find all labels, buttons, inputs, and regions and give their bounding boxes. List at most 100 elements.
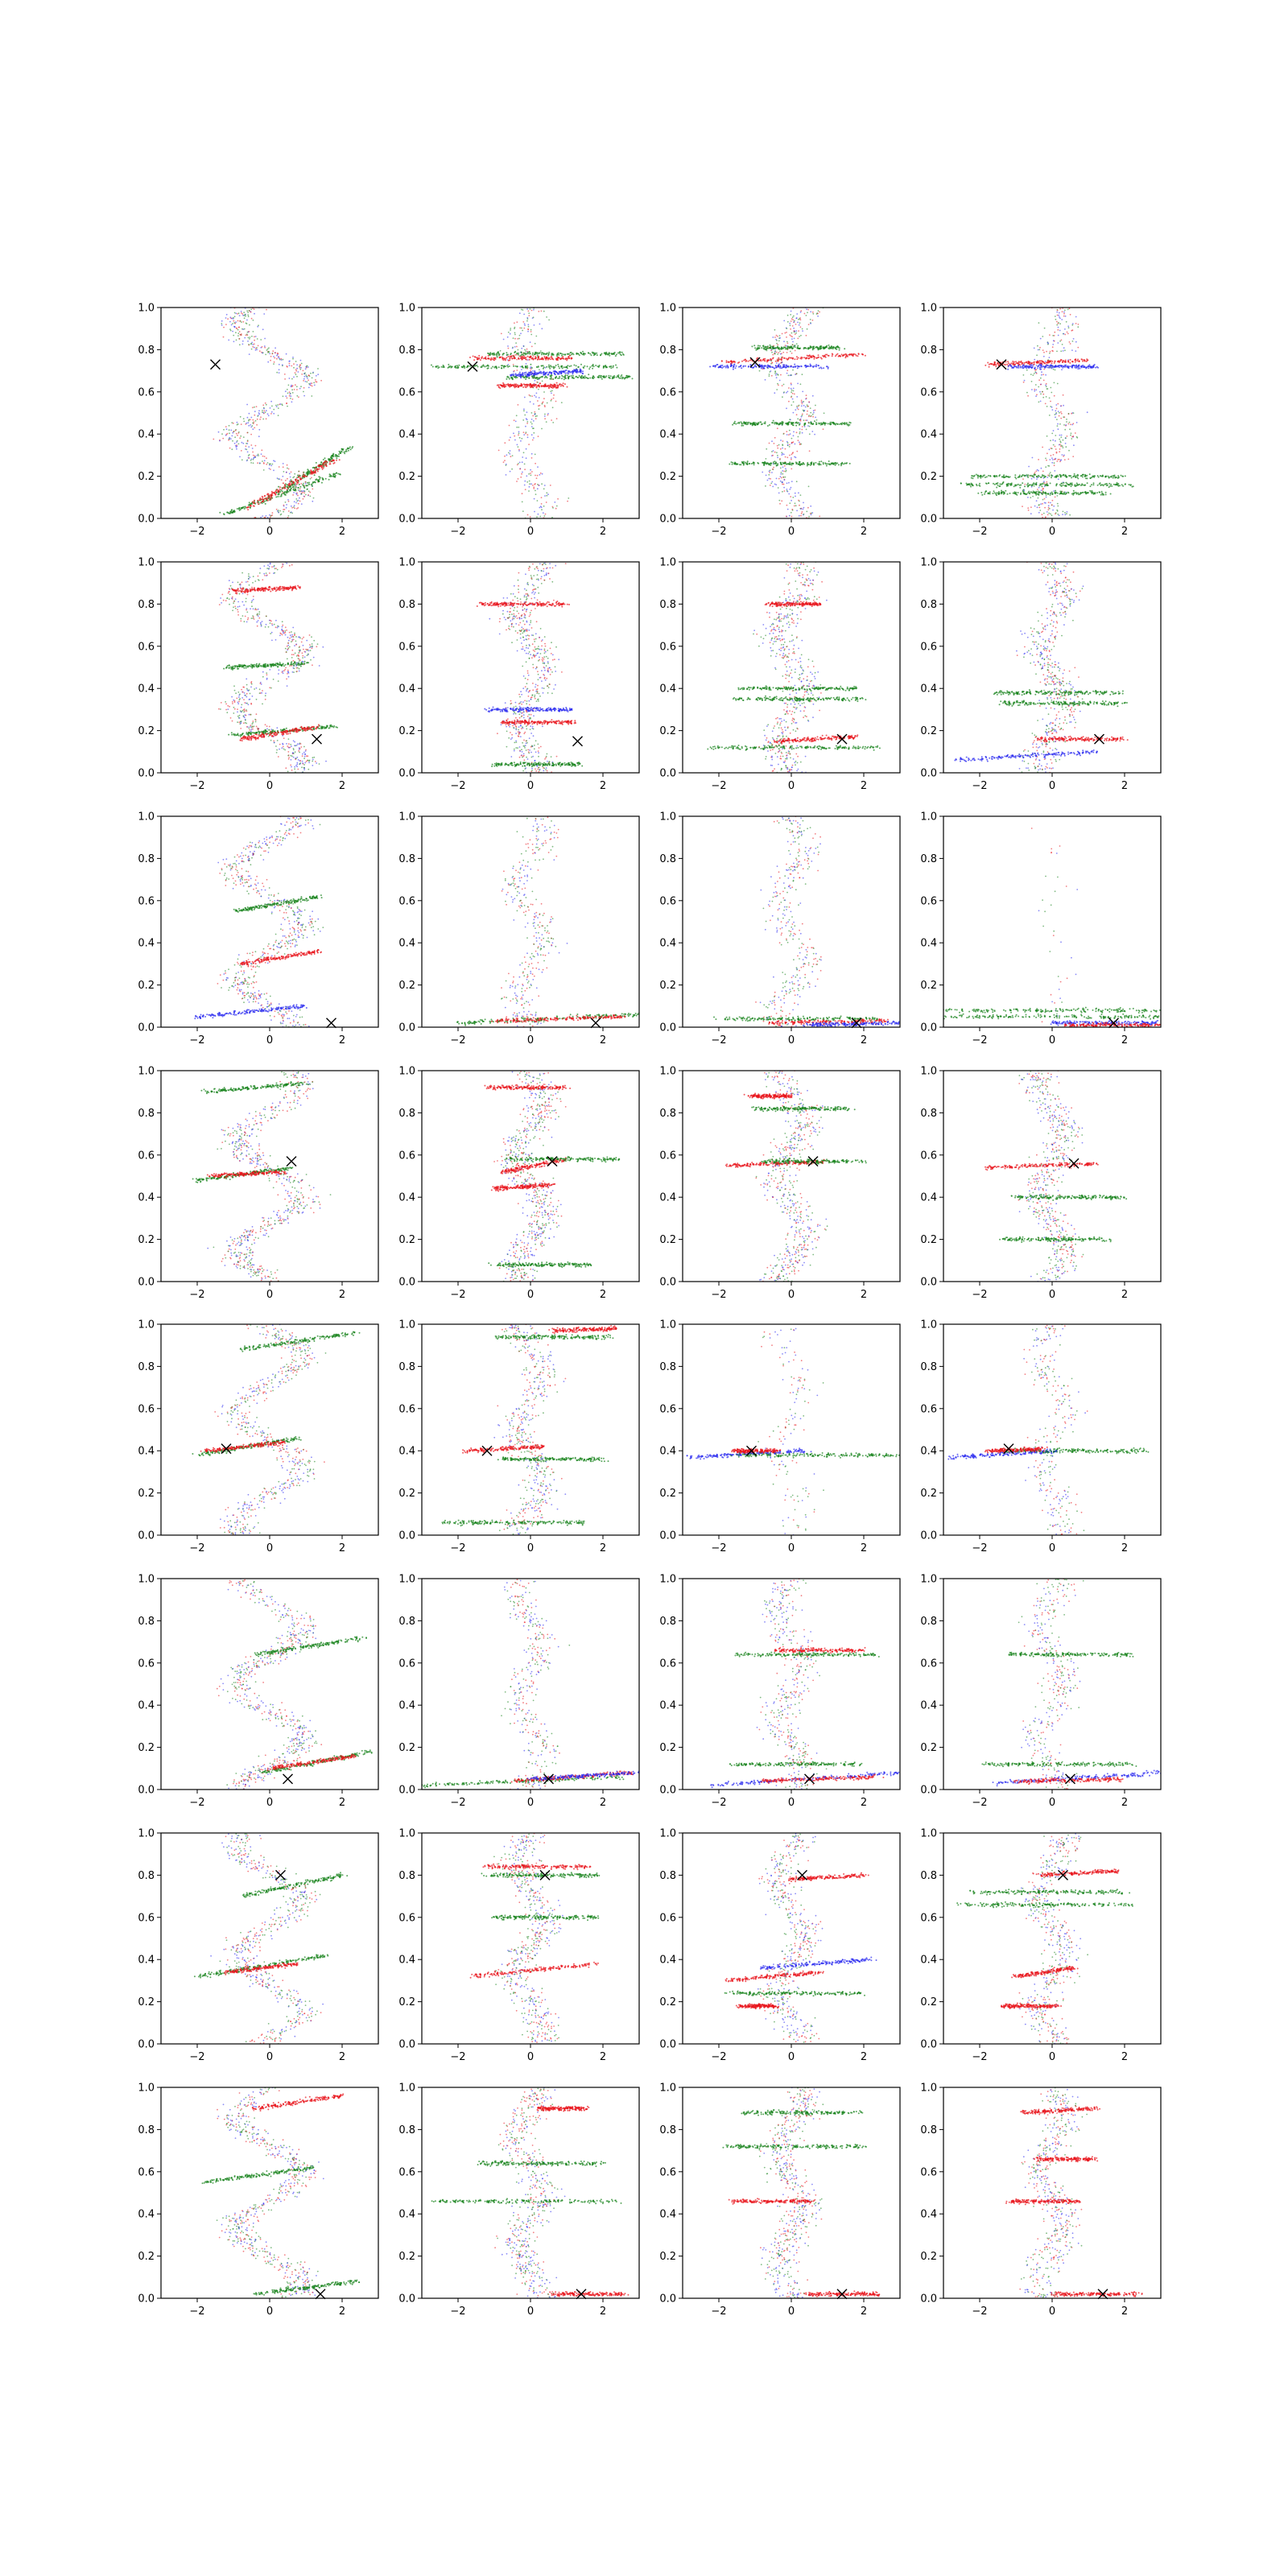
scatter-point bbox=[783, 486, 785, 489]
band-point bbox=[574, 369, 576, 371]
band-point bbox=[564, 383, 566, 386]
band-point bbox=[512, 354, 514, 357]
scatter-point bbox=[1028, 465, 1030, 468]
scatter-point bbox=[1043, 368, 1046, 370]
scatter-point bbox=[240, 334, 242, 336]
scatter-point bbox=[1047, 509, 1050, 511]
scatter-point bbox=[229, 447, 231, 449]
scatter-point bbox=[537, 483, 539, 485]
band-point bbox=[741, 360, 743, 362]
scatter-point bbox=[1063, 404, 1064, 407]
x-tick-label: −2 bbox=[450, 526, 465, 538]
band-point bbox=[286, 490, 288, 492]
band-point bbox=[570, 365, 572, 367]
scatter-point bbox=[530, 452, 533, 455]
scatter-point bbox=[1057, 322, 1059, 324]
scatter-point bbox=[1037, 497, 1039, 499]
band-point bbox=[283, 493, 286, 496]
scatter-point bbox=[252, 331, 254, 332]
scatter-point bbox=[317, 368, 319, 369]
scatter-point bbox=[544, 418, 546, 420]
band-point bbox=[531, 352, 534, 354]
scatter-point bbox=[312, 497, 315, 499]
band-point bbox=[844, 357, 847, 359]
band-point bbox=[549, 375, 551, 377]
scatter-point bbox=[255, 347, 257, 349]
band-point bbox=[777, 464, 779, 466]
band-point bbox=[443, 366, 445, 369]
scatter-point bbox=[775, 362, 778, 364]
band-point bbox=[732, 423, 734, 426]
scatter-point bbox=[780, 477, 782, 479]
scatter-point bbox=[288, 394, 291, 397]
scatter-point bbox=[535, 483, 536, 485]
scatter-point bbox=[254, 346, 255, 349]
scatter-point bbox=[527, 330, 529, 332]
scatter-point bbox=[799, 443, 801, 445]
scatter-point bbox=[232, 422, 234, 424]
scatter-point bbox=[1057, 334, 1059, 336]
band-point bbox=[795, 424, 798, 427]
band-point bbox=[778, 348, 781, 350]
band-point bbox=[545, 357, 547, 359]
scatter-point bbox=[544, 366, 547, 369]
band-point bbox=[721, 367, 724, 369]
band-point bbox=[469, 357, 471, 358]
scatter-point bbox=[795, 330, 798, 332]
scatter-point bbox=[1071, 323, 1074, 324]
scatter-point bbox=[1047, 474, 1049, 477]
band-point bbox=[1069, 358, 1071, 361]
band-point bbox=[513, 365, 515, 367]
band-point bbox=[583, 376, 585, 378]
scatter-point bbox=[262, 352, 263, 354]
band-point bbox=[520, 351, 522, 353]
scatter-point bbox=[276, 354, 278, 357]
band-point bbox=[267, 496, 270, 498]
scatter-point bbox=[1045, 516, 1046, 518]
band-point bbox=[524, 353, 526, 356]
scatter-point bbox=[801, 415, 803, 417]
scatter-point bbox=[239, 320, 241, 322]
scatter-point bbox=[530, 309, 533, 312]
scatter-point bbox=[540, 497, 543, 498]
scatter-point bbox=[793, 331, 795, 333]
band-point bbox=[230, 511, 233, 514]
y-tick-label: 0.0 bbox=[138, 514, 155, 526]
scatter-point bbox=[523, 484, 526, 486]
scatter-point bbox=[252, 428, 254, 431]
band-point bbox=[807, 422, 810, 424]
band-point bbox=[518, 352, 520, 354]
band-point bbox=[1014, 474, 1017, 477]
scatter-point bbox=[248, 331, 250, 332]
band-point bbox=[1046, 360, 1049, 362]
band-point bbox=[513, 374, 515, 377]
scatter-point bbox=[516, 464, 518, 466]
band-point bbox=[844, 348, 846, 350]
scatter-point bbox=[223, 326, 225, 328]
band-point bbox=[803, 424, 806, 427]
scatter-point bbox=[308, 374, 310, 377]
band-point bbox=[517, 353, 519, 356]
scatter-point bbox=[546, 316, 547, 318]
scatter-point bbox=[252, 419, 254, 421]
scatter-point bbox=[550, 390, 552, 392]
band-point bbox=[490, 367, 493, 369]
band-point bbox=[332, 462, 335, 464]
band-point bbox=[587, 352, 589, 354]
scatter-point bbox=[1059, 441, 1062, 444]
scatter-point bbox=[303, 390, 304, 393]
scatter-point bbox=[803, 513, 805, 515]
scatter-point bbox=[802, 409, 804, 411]
band-point bbox=[811, 356, 813, 358]
band-point bbox=[352, 446, 354, 448]
band-point bbox=[589, 353, 592, 355]
band-point bbox=[482, 365, 485, 367]
scatter-point bbox=[795, 317, 798, 320]
band-point bbox=[347, 449, 349, 452]
scatter-point bbox=[299, 497, 300, 499]
band-point bbox=[1084, 366, 1085, 369]
scatter-point bbox=[1045, 374, 1046, 376]
scatter-point bbox=[294, 507, 295, 510]
band-point bbox=[524, 376, 526, 378]
band-point bbox=[597, 366, 600, 368]
